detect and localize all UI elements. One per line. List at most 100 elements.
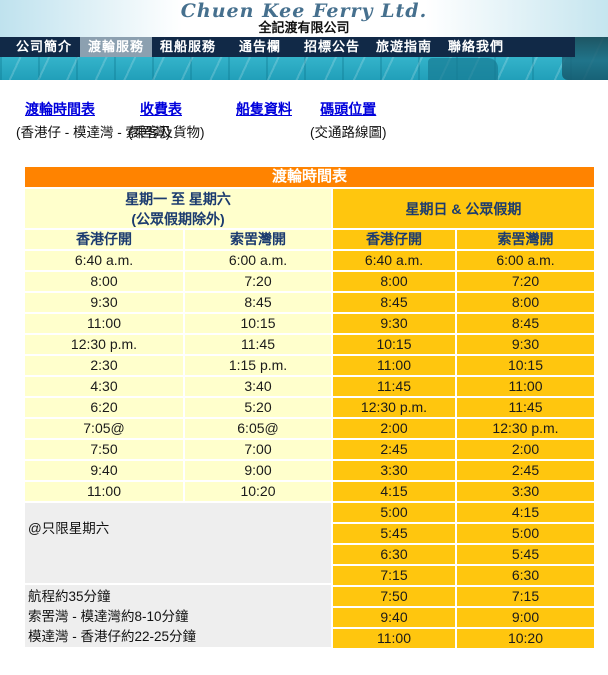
time-cell: 8:00 [457, 293, 594, 312]
table-row: 2:45 2:00 [333, 440, 594, 459]
time-cell: 10:15 [333, 335, 455, 354]
time-cell: 12:30 p.m. [333, 398, 455, 417]
saturday-only-note: @只限星期六 [25, 503, 331, 583]
quick-link-group: 船隻資料 [218, 100, 310, 167]
time-cell: 8:45 [457, 314, 594, 333]
column-header-sokkwuwan: 索罟灣開 [185, 230, 331, 249]
time-cell: 6:00 a.m. [185, 251, 331, 270]
time-cell: 6:00 a.m. [457, 251, 594, 270]
time-cell: 7:50 [25, 440, 183, 459]
holiday-time-rows: 6:40 a.m. 6:00 a.m. 8:00 7:20 8:45 8:00 [333, 251, 594, 648]
table-row: 7:50 7:00 [25, 440, 331, 459]
nav-item[interactable]: 渡輪服務 [80, 37, 152, 57]
time-cell: 11:00 [25, 314, 183, 333]
column-header-sokkwuwan: 索罟灣開 [457, 230, 594, 249]
quick-link[interactable]: 渡輪時間表 [25, 101, 95, 117]
weekday-section: 星期一 至 星期六 (公眾假期除外) 香港仔開 索罟灣開 6:40 a.m. 6… [25, 189, 331, 650]
nav-item[interactable]: 通告欄 [238, 39, 281, 54]
time-cell: 6:20 [25, 398, 183, 417]
quick-link-subtitle: (香港仔 - 模達灣 - 索罟灣) [16, 125, 171, 140]
time-cell: 3:30 [333, 461, 455, 480]
table-row: 6:20 5:20 [25, 398, 331, 417]
table-row: 9:30 8:45 [333, 314, 594, 333]
holiday-header-line: 星期日 & 公眾假期 [405, 200, 522, 217]
table-row: 11:00 10:20 [25, 482, 331, 501]
table-row: 7:15 6:30 [333, 566, 594, 585]
timetable-title: 渡輪時間表 [25, 167, 594, 187]
weekday-column-headers: 香港仔開 索罟灣開 [25, 230, 331, 249]
time-cell: 9:30 [333, 314, 455, 333]
quick-link-group: 渡輪時間表 (香港仔 - 模達灣 - 索罟灣) [16, 100, 171, 167]
time-cell: 4:30 [25, 377, 183, 396]
time-cell: 2:30 [25, 356, 183, 375]
time-cell: 8:45 [333, 293, 455, 312]
time-cell: 5:00 [457, 524, 594, 543]
weekday-header: 星期一 至 星期六 (公眾假期除外) [25, 189, 331, 228]
table-row: 11:00 10:15 [25, 314, 331, 333]
table-row: 4:30 3:40 [25, 377, 331, 396]
time-cell: 9:40 [333, 608, 455, 627]
time-cell: 9:00 [185, 461, 331, 480]
quick-link[interactable]: 船隻資料 [236, 101, 292, 117]
table-row: 3:30 2:45 [333, 461, 594, 480]
time-cell: 5:45 [333, 524, 455, 543]
table-row: 12:30 p.m. 11:45 [25, 335, 331, 354]
time-cell: 5:45 [457, 545, 594, 564]
time-cell: 3:40 [185, 377, 331, 396]
quick-link[interactable]: 碼頭位置 [320, 101, 377, 117]
nav-item[interactable]: 招標公告 [303, 39, 360, 54]
journey-duration-note: 航程約35分鐘 索罟灣 - 模達灣約8-10分鐘 模達灣 - 香港仔約22-25… [25, 585, 331, 647]
time-cell: 9:40 [25, 461, 183, 480]
time-cell: 7:05@ [25, 419, 183, 438]
time-cell: 2:00 [457, 440, 594, 459]
nav-item[interactable]: 公司簡介 [15, 39, 72, 54]
main-nav: 公司簡介 渡輪服務 租船服務 通告欄 招標公告 旅遊指南 聯絡我們 [0, 37, 575, 57]
table-row: 6:30 5:45 [333, 545, 594, 564]
company-name-english: Chuen Kee Ferry Ltd. [180, 0, 428, 22]
nav-item[interactable]: 旅遊指南 [375, 39, 432, 54]
time-cell: 1:15 p.m. [185, 356, 331, 375]
holiday-section: 星期日 & 公眾假期 香港仔開 索罟灣開 6:40 a.m. 6:00 a.m.… [333, 189, 594, 650]
table-row: 11:00 10:20 [333, 629, 594, 648]
banner-photo: 公司簡介 渡輪服務 租船服務 通告欄 招標公告 旅遊指南 聯絡我們 [0, 37, 608, 80]
quick-links-row: 渡輪時間表 (香港仔 - 模達灣 - 索罟灣) 收費表 (乘客及貨物) 船隻資料… [0, 80, 608, 167]
time-cell: 2:45 [457, 461, 594, 480]
quick-link-group: 收費表 (乘客及貨物) [128, 100, 205, 167]
quick-link[interactable]: 收費表 [140, 101, 182, 117]
time-cell: 9:30 [457, 335, 594, 354]
time-cell: 8:45 [185, 293, 331, 312]
weekday-header-line1: 星期一 至 星期六 [125, 190, 231, 207]
table-row: 12:30 p.m. 11:45 [333, 398, 594, 417]
time-cell: 11:00 [457, 377, 594, 396]
time-cell: 4:15 [333, 482, 455, 501]
time-cell: 11:00 [25, 482, 183, 501]
ferry-timetable: 渡輪時間表 星期一 至 星期六 (公眾假期除外) 香港仔開 索罟灣開 6:40 … [25, 167, 594, 650]
time-cell: 7:15 [333, 566, 455, 585]
table-row: 6:40 a.m. 6:00 a.m. [25, 251, 331, 270]
time-cell: 6:30 [333, 545, 455, 564]
table-row: 4:15 3:30 [333, 482, 594, 501]
time-cell: 8:00 [333, 272, 455, 291]
quick-link-subtitle: (交通路線圖) [310, 125, 387, 140]
column-header-aberdeen: 香港仔開 [333, 230, 455, 249]
time-cell: 5:00 [333, 503, 455, 522]
table-row: 7:05@ 6:05@ [25, 419, 331, 438]
time-cell: 6:40 a.m. [333, 251, 455, 270]
time-cell: 2:00 [333, 419, 455, 438]
time-cell: 4:15 [457, 503, 594, 522]
time-cell: 6:05@ [185, 419, 331, 438]
nav-item[interactable]: 聯絡我們 [447, 39, 504, 54]
table-row: 2:00 12:30 p.m. [333, 419, 594, 438]
company-name-chinese: 全記渡有限公司 [258, 21, 350, 36]
table-row: 5:00 4:15 [333, 503, 594, 522]
note-line: 索罟灣 - 模達灣約8-10分鐘 [28, 609, 189, 624]
time-cell: 7:00 [185, 440, 331, 459]
time-cell: 8:00 [25, 272, 183, 291]
time-cell: 12:30 p.m. [25, 335, 183, 354]
nav-item[interactable]: 租船服務 [159, 39, 216, 54]
time-cell: 10:15 [185, 314, 331, 333]
table-row: 9:30 8:45 [25, 293, 331, 312]
time-cell: 11:45 [457, 398, 594, 417]
table-row: 9:40 9:00 [25, 461, 331, 480]
time-cell: 10:20 [185, 482, 331, 501]
